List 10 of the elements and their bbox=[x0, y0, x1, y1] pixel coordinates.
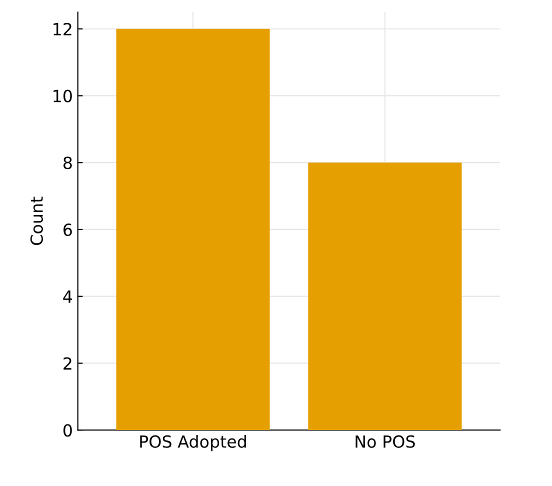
y-tick-label: 4 bbox=[63, 290, 72, 303]
y-tick-label: 2 bbox=[64, 357, 72, 370]
y-tick-label: 6 bbox=[64, 223, 72, 236]
y-tick-label: 0 bbox=[63, 424, 72, 437]
x-tick-label: No POS bbox=[356, 435, 415, 448]
y-tick-label: 8 bbox=[63, 156, 72, 170]
x-tick-label: POS Adopted bbox=[140, 434, 246, 452]
y-axis-title: Count bbox=[30, 196, 43, 245]
y-tick-label: 10 bbox=[54, 90, 72, 102]
y-tick-label: 12 bbox=[54, 22, 72, 36]
